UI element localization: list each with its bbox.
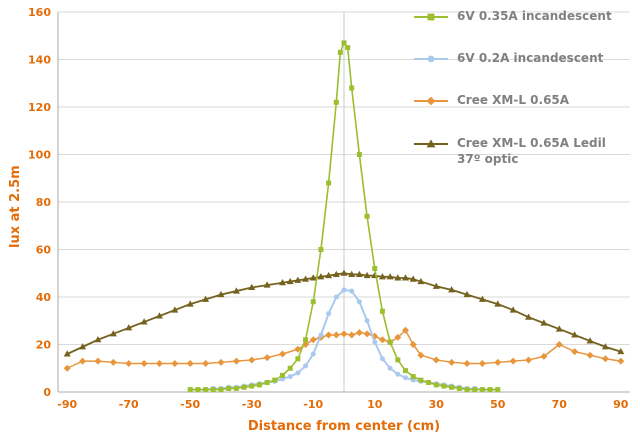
legend-item: 6V 0.35A incandescent <box>414 8 629 24</box>
y-tick-label: 140 <box>28 54 51 67</box>
legend-item: Cree XM-L 0.65A <box>414 92 629 108</box>
legend-label: Cree XM-L 0.65A <box>457 93 570 108</box>
y-tick-label: 120 <box>28 101 51 114</box>
legend: 6V 0.35A incandescent 6V 0.2A incandesce… <box>414 8 629 167</box>
legend-label: 6V 0.35A incandescent <box>457 9 612 23</box>
legend-label: Cree XM-L 0.65A Ledil 37º optic <box>457 135 606 166</box>
legend-item: Cree XM-L 0.65A Ledil 37º optic <box>414 135 629 167</box>
series-2 <box>63 326 625 372</box>
x-tick-label: 90 <box>613 398 629 411</box>
x-tick-label: 30 <box>429 398 445 411</box>
x-tick-label: -50 <box>180 398 200 411</box>
x-tick-label: 10 <box>367 398 383 411</box>
x-tick-label: -30 <box>242 398 262 411</box>
legend-marker-diamond-icon <box>414 94 448 108</box>
x-tick-label: 50 <box>490 398 506 411</box>
x-tick-label: -70 <box>119 398 139 411</box>
y-tick-label: 100 <box>28 149 51 162</box>
x-axis-labels: -90 -70 -50 -30 -10 10 30 50 70 90 <box>57 398 628 411</box>
y-tick-label: 40 <box>36 291 52 304</box>
y-tick-label: 0 <box>43 386 51 399</box>
y-tick-label: 80 <box>36 196 52 209</box>
legend-marker-triangle-icon <box>414 137 448 151</box>
x-axis-title: Distance from center (cm) <box>247 419 441 434</box>
legend-item: 6V 0.2A incandescent <box>414 50 629 66</box>
y-tick-label: 160 <box>28 6 51 19</box>
x-tick-label: -10 <box>303 398 323 411</box>
series-0 <box>187 40 501 393</box>
legend-marker-square-icon <box>414 10 448 24</box>
x-tick-label: -90 <box>57 398 77 411</box>
series-line <box>66 272 622 355</box>
y-axis-title: lux at 2.5m <box>8 165 23 248</box>
y-tick-label: 60 <box>36 244 52 257</box>
x-tick-label: 70 <box>552 398 568 411</box>
y-tick-label: 20 <box>36 339 52 352</box>
legend-label: 6V 0.2A incandescent <box>457 51 604 66</box>
legend-marker-circle-icon <box>414 52 448 66</box>
